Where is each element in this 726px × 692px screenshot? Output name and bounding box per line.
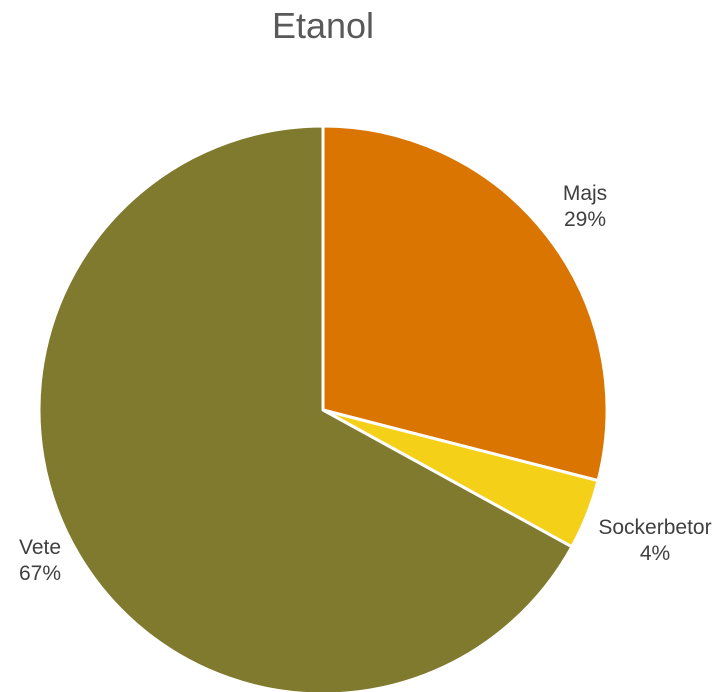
pie-slice-vete	[37, 124, 574, 692]
slice-value-label: 4%	[640, 542, 670, 565]
slice-category-label: Majs	[563, 182, 607, 205]
pie-slice-majs	[321, 124, 609, 483]
chart-title: Etanol	[272, 5, 374, 46]
pie-slices	[37, 124, 609, 692]
slice-value-label: 29%	[564, 208, 606, 231]
slice-value-label: 67%	[19, 562, 61, 585]
pie-labels: Majs 29% Sockerbetor 4% Vete 67%	[19, 182, 712, 585]
slice-category-label: Vete	[19, 536, 61, 559]
slice-category-label: Sockerbetor	[598, 516, 711, 539]
